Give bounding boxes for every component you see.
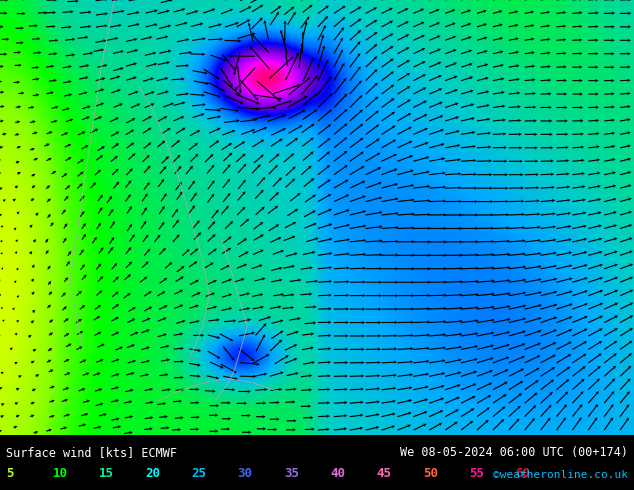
Text: We 08-05-2024 06:00 UTC (00+174): We 08-05-2024 06:00 UTC (00+174) <box>399 446 628 459</box>
Text: 60: 60 <box>515 467 531 480</box>
Text: 20: 20 <box>145 467 160 480</box>
Text: ©weatheronline.co.uk: ©weatheronline.co.uk <box>493 470 628 480</box>
Text: 55: 55 <box>469 467 484 480</box>
Text: 5: 5 <box>6 467 14 480</box>
Text: 30: 30 <box>238 467 253 480</box>
Text: 50: 50 <box>423 467 438 480</box>
Text: 10: 10 <box>53 467 68 480</box>
Text: 15: 15 <box>99 467 114 480</box>
Text: 25: 25 <box>191 467 207 480</box>
Text: 35: 35 <box>284 467 299 480</box>
Text: 40: 40 <box>330 467 346 480</box>
Text: 45: 45 <box>377 467 392 480</box>
Text: Surface wind [kts] ECMWF: Surface wind [kts] ECMWF <box>6 446 178 459</box>
